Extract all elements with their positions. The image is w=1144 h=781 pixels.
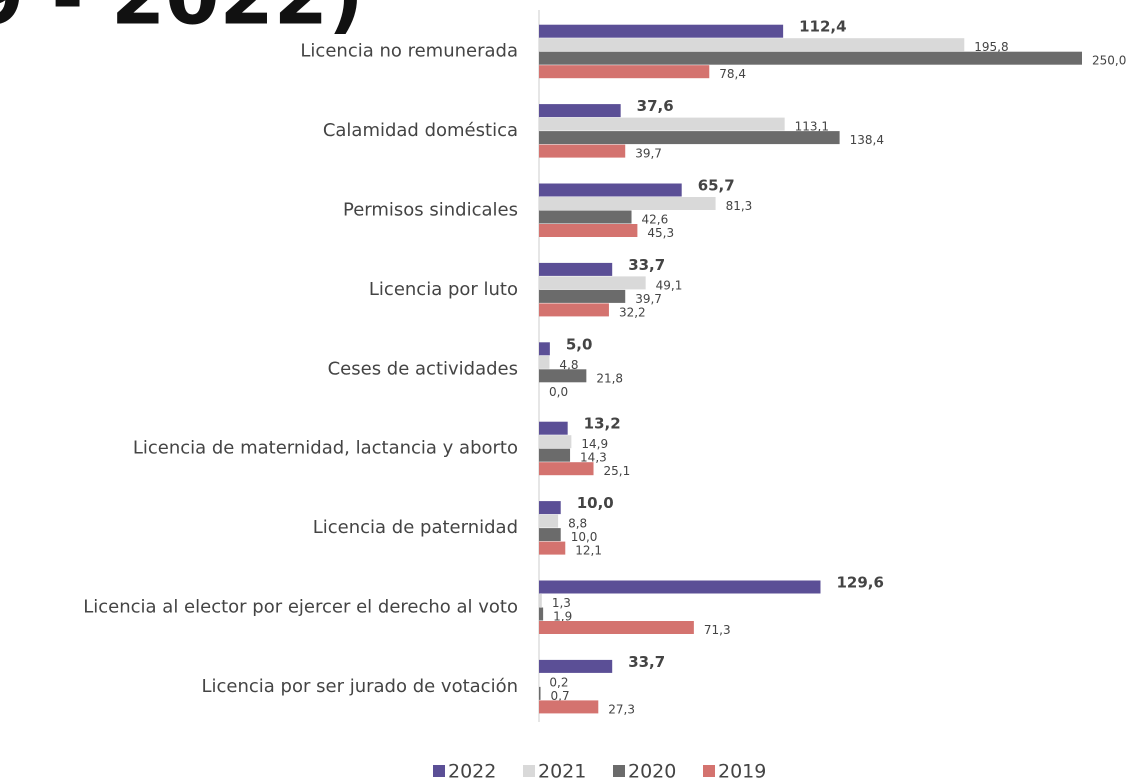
- bar: [539, 131, 840, 145]
- value-label: 27,3: [608, 702, 635, 716]
- bar: [539, 621, 694, 634]
- bar: [539, 686, 541, 700]
- value-label: 33,7: [628, 256, 665, 274]
- value-label: 32,2: [619, 305, 646, 319]
- bar: [539, 580, 821, 594]
- value-label: 0,2: [549, 675, 568, 689]
- bar: [539, 224, 638, 237]
- category-label: Calamidad doméstica: [323, 120, 518, 141]
- legend-label: 2019: [718, 761, 766, 781]
- value-label: 25,1: [604, 464, 631, 478]
- value-label: 138,4: [850, 133, 884, 147]
- bar: [539, 659, 613, 673]
- bar: [539, 210, 632, 224]
- bar: [539, 276, 646, 290]
- value-label: 5,0: [566, 335, 593, 353]
- bar: [539, 369, 587, 383]
- legend-label: 2022: [448, 761, 496, 781]
- legend-swatch: [613, 765, 625, 777]
- category-label: Licencia por ser jurado de votación: [202, 676, 519, 697]
- value-label: 4,8: [559, 358, 578, 372]
- bar: [539, 342, 550, 356]
- category-label: Licencia al elector por ejercer el derec…: [83, 597, 518, 618]
- bar: [539, 183, 682, 197]
- bar: [539, 541, 566, 555]
- value-label: 45,3: [647, 226, 674, 240]
- bar: [539, 700, 599, 714]
- value-label: 37,6: [637, 97, 674, 115]
- bar: [539, 262, 613, 276]
- category-label: Licencia no remunerada: [300, 41, 518, 62]
- value-label: 49,1: [656, 278, 683, 292]
- value-label: 12,1: [575, 544, 602, 558]
- bar: [539, 65, 710, 79]
- value-label: 10,0: [571, 530, 598, 544]
- value-label: 113,1: [795, 120, 829, 134]
- bar: [539, 435, 572, 449]
- category-label: Licencia de paternidad: [313, 517, 518, 538]
- value-label: 81,3: [726, 199, 753, 213]
- bar: [539, 104, 621, 118]
- value-label: 112,4: [799, 18, 846, 36]
- legend-swatch: [433, 765, 445, 777]
- chart-title: 9 - 2022): [0, 0, 364, 42]
- value-label: 21,8: [596, 371, 623, 385]
- bar: [539, 462, 594, 476]
- bar: [539, 197, 716, 210]
- value-label: 129,6: [836, 574, 883, 592]
- bar: [539, 117, 785, 131]
- value-label: 10,0: [577, 494, 614, 512]
- value-label: 39,7: [635, 292, 662, 306]
- bar: [539, 303, 609, 317]
- value-label: 14,3: [580, 451, 607, 465]
- bar: [539, 38, 965, 52]
- category-label: Ceses de actividades: [328, 358, 518, 379]
- bar: [539, 501, 561, 515]
- legend-label: 2021: [538, 761, 586, 781]
- value-label: 195,8: [974, 40, 1008, 54]
- value-label: 13,2: [584, 415, 621, 433]
- category-label: Permisos sindicales: [343, 200, 518, 221]
- value-label: 39,7: [635, 147, 662, 161]
- bar: [539, 594, 542, 607]
- value-label: 78,4: [719, 67, 746, 81]
- bar: [539, 355, 550, 369]
- value-label: 0,7: [551, 689, 570, 703]
- value-label: 1,9: [553, 610, 572, 624]
- bar: [539, 514, 559, 528]
- bar: [539, 144, 626, 158]
- value-label: 65,7: [698, 177, 735, 195]
- value-label: 250,0: [1092, 54, 1126, 68]
- value-label: 42,6: [642, 213, 669, 227]
- bar: [539, 51, 1082, 65]
- value-label: 33,7: [628, 653, 665, 671]
- category-label: Licencia por luto: [369, 279, 518, 300]
- legend-swatch: [523, 765, 535, 777]
- bar: [539, 607, 544, 621]
- legend-label: 2020: [628, 761, 676, 781]
- bar: [539, 448, 571, 462]
- value-label: 1,3: [552, 596, 571, 610]
- category-label: Licencia de maternidad, lactancia y abor…: [133, 438, 518, 459]
- bar: [539, 528, 561, 542]
- bar: [539, 421, 568, 435]
- value-label: 14,9: [581, 437, 608, 451]
- value-label: 8,8: [568, 517, 587, 531]
- bar: [539, 289, 626, 303]
- value-label: 0,0: [549, 385, 568, 399]
- bar: [539, 24, 784, 38]
- legend-swatch: [703, 765, 715, 777]
- value-label: 71,3: [704, 623, 731, 637]
